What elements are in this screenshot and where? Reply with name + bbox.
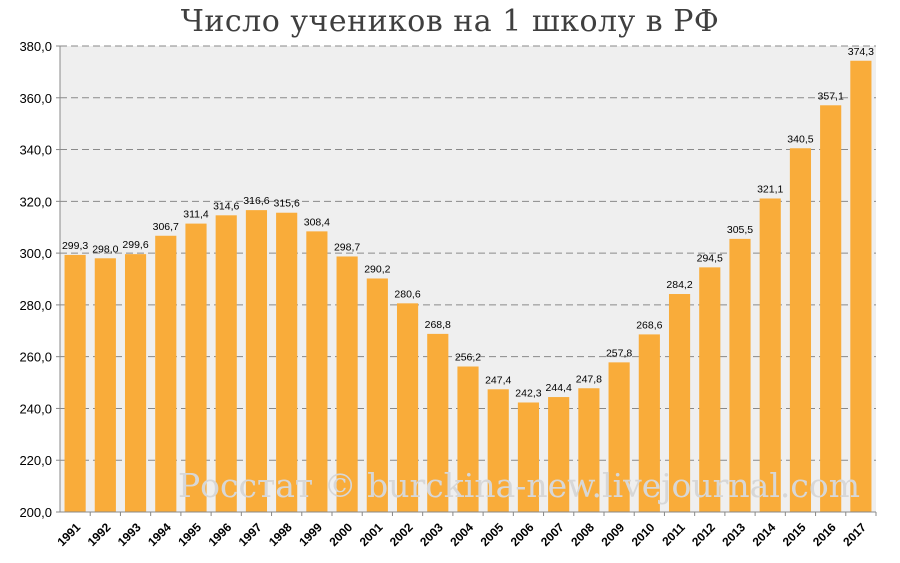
y-tick-label: 260,0 xyxy=(19,350,52,365)
bar xyxy=(64,254,86,512)
data-label: 315,6 xyxy=(274,198,300,210)
x-tick-label: 2008 xyxy=(568,520,597,549)
y-axis-ticks: 200,0 220,0 240,0 260,0 280,0 300,0 320,0 340,0… xyxy=(19,39,60,520)
data-label: 257,8 xyxy=(606,347,632,359)
x-tick-label: 2010 xyxy=(629,520,658,549)
bar xyxy=(427,333,449,512)
bar xyxy=(306,231,328,512)
x-tick-label: 2004 xyxy=(447,520,476,549)
y-tick-label: 240,0 xyxy=(19,401,52,416)
x-tick-label: 1991 xyxy=(54,520,83,549)
x-tick-label: 1993 xyxy=(115,520,144,549)
data-label: 374,3 xyxy=(848,46,874,58)
data-label: 268,8 xyxy=(425,319,451,331)
bar xyxy=(699,267,721,512)
x-tick-label: 1997 xyxy=(236,520,265,549)
x-tick-label: 1992 xyxy=(85,520,114,549)
y-tick-label: 200,0 xyxy=(19,505,52,520)
x-tick-label: 2016 xyxy=(810,520,839,549)
x-tick-label: 2009 xyxy=(598,520,627,549)
data-label: 321,1 xyxy=(757,183,783,195)
bar xyxy=(155,235,177,512)
x-tick-label: 2003 xyxy=(417,520,446,549)
data-label: 256,2 xyxy=(455,352,481,364)
data-label: 299,6 xyxy=(122,239,148,251)
data-labels: 299,3 298,0 299,6 306,7 311,4 314,6 316,6 315,6… xyxy=(62,46,874,400)
x-tick-label: 2015 xyxy=(780,520,809,549)
bar xyxy=(668,294,691,512)
data-label: 298,0 xyxy=(92,243,118,255)
x-tick-label: 2007 xyxy=(538,520,567,549)
x-tick-label: 1998 xyxy=(266,520,295,549)
data-label: 298,7 xyxy=(334,241,360,253)
data-label: 311,4 xyxy=(183,209,209,221)
y-tick-label: 360,0 xyxy=(19,91,52,106)
x-tick-label: 2012 xyxy=(689,520,718,549)
data-label: 247,8 xyxy=(576,373,602,385)
bar xyxy=(276,212,298,513)
x-tick-label: 1995 xyxy=(175,520,204,549)
x-tick-label: 2000 xyxy=(326,520,355,549)
y-tick-label: 320,0 xyxy=(19,194,52,209)
data-label: 305,5 xyxy=(727,224,753,236)
y-tick-label: 280,0 xyxy=(19,298,52,313)
bar xyxy=(548,397,570,512)
data-label: 314,6 xyxy=(213,200,239,212)
x-tick-label: 1994 xyxy=(145,520,174,549)
x-tick-label: 2002 xyxy=(387,520,416,549)
x-tick-label: 2017 xyxy=(840,520,869,549)
bar xyxy=(789,148,812,512)
y-tick-label: 380,0 xyxy=(19,39,52,54)
bar xyxy=(759,198,781,513)
x-tick-label: 2001 xyxy=(357,520,386,549)
bar xyxy=(457,366,479,512)
y-tick-label: 220,0 xyxy=(19,453,52,468)
bar xyxy=(396,303,419,512)
bar xyxy=(578,388,600,512)
data-label: 244,4 xyxy=(546,382,572,394)
data-label: 284,2 xyxy=(666,279,692,291)
bar xyxy=(336,256,358,512)
x-tick-label: 2005 xyxy=(478,520,507,549)
watermark-text: Росстат © burckina-new.livejournal.com xyxy=(178,466,860,505)
data-label: 247,4 xyxy=(485,374,511,386)
x-tick-label: 1999 xyxy=(296,520,325,549)
data-label: 294,5 xyxy=(697,252,723,264)
data-label: 268,6 xyxy=(636,319,662,331)
bar xyxy=(850,60,872,513)
bar xyxy=(729,238,751,512)
x-tick-label: 2006 xyxy=(508,520,537,549)
data-label: 242,3 xyxy=(515,387,541,399)
bar xyxy=(487,389,509,512)
bar xyxy=(124,254,147,512)
x-tick-label: 1996 xyxy=(206,520,235,549)
data-label: 357,1 xyxy=(818,90,844,102)
x-tick-label: 2013 xyxy=(719,520,748,549)
bar xyxy=(366,278,388,512)
bar xyxy=(820,105,842,512)
bar xyxy=(638,334,660,512)
data-label: 299,3 xyxy=(62,240,88,252)
bars xyxy=(64,60,872,513)
x-axis-ticks: 1991 1992 1993 1994 1995 1996 1997 1998 1999 2000… xyxy=(54,512,877,549)
chart-title: Число учеников на 1 школу в РФ xyxy=(180,4,720,39)
data-label: 306,7 xyxy=(153,221,179,233)
y-tick-label: 300,0 xyxy=(19,246,52,261)
data-label: 340,5 xyxy=(787,133,813,145)
x-tick-label: 2011 xyxy=(659,520,688,549)
bar xyxy=(245,210,268,512)
bar xyxy=(608,362,630,512)
bar xyxy=(517,402,540,512)
bar xyxy=(215,215,237,512)
data-label: 308,4 xyxy=(304,216,330,228)
data-label: 280,6 xyxy=(394,288,420,300)
bar xyxy=(185,223,207,512)
y-tick-label: 340,0 xyxy=(19,143,52,158)
bar xyxy=(94,258,116,512)
data-label: 290,2 xyxy=(364,263,390,275)
data-label: 316,6 xyxy=(243,195,269,207)
x-tick-label: 2014 xyxy=(750,520,779,549)
